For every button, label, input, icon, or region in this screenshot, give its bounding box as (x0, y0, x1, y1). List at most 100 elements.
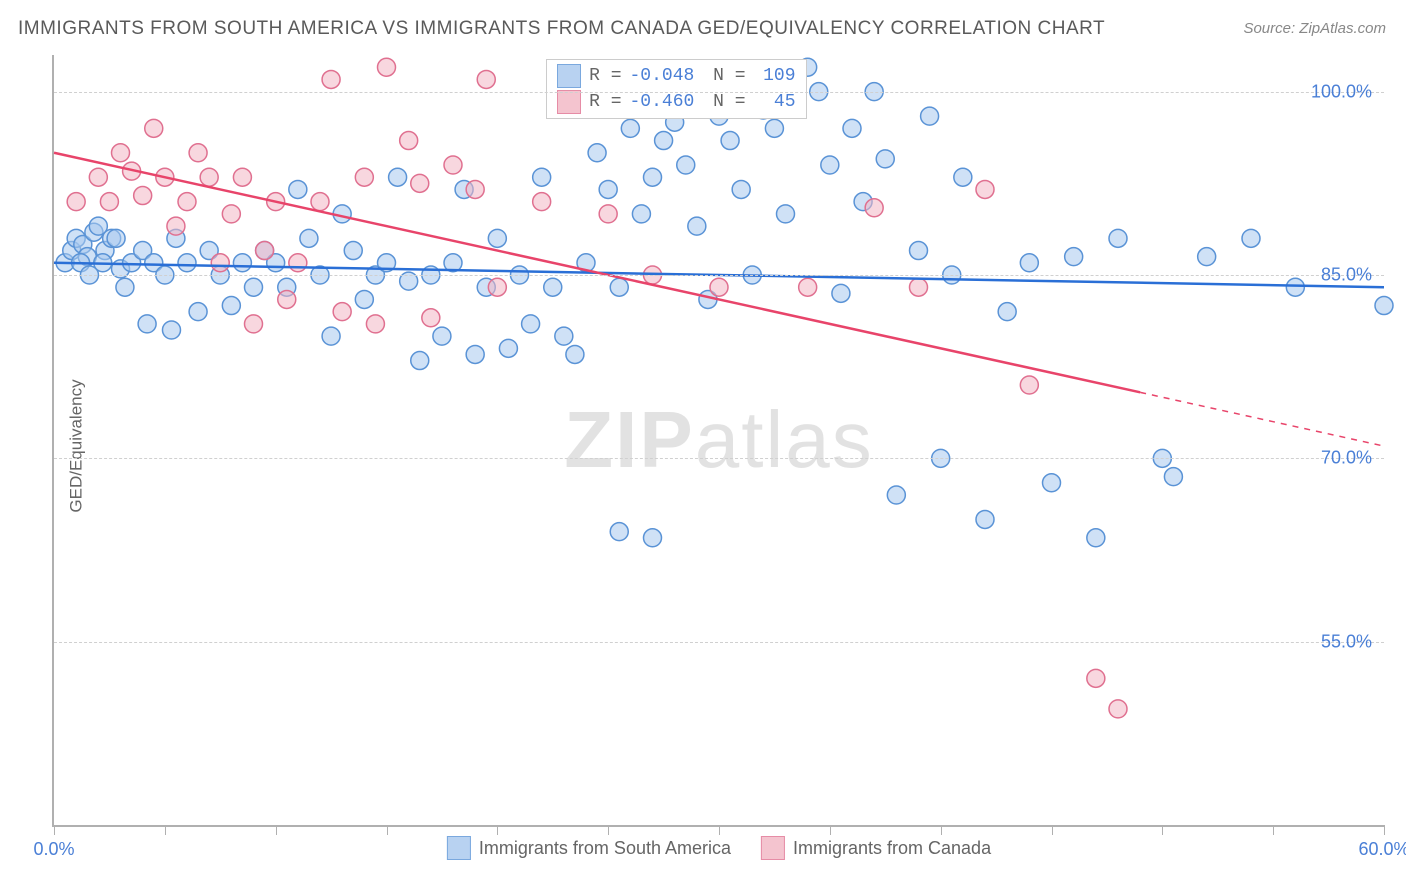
y-tick-label: 85.0% (1321, 265, 1372, 286)
data-point (1020, 376, 1038, 394)
data-point (566, 345, 584, 363)
grid-line (54, 275, 1384, 276)
data-point (189, 144, 207, 162)
data-point (67, 193, 85, 211)
series-name: Immigrants from Canada (793, 838, 991, 859)
data-point (976, 180, 994, 198)
data-point (1164, 468, 1182, 486)
data-point (245, 315, 263, 333)
data-point (610, 523, 628, 541)
legend-row: R = -0.460 N = 45 (557, 89, 795, 115)
data-point (555, 327, 573, 345)
data-point (333, 303, 351, 321)
data-point (655, 132, 673, 150)
data-point (544, 278, 562, 296)
data-point (1286, 278, 1304, 296)
series-legend: Immigrants from South America Immigrants… (447, 836, 991, 860)
data-point (488, 229, 506, 247)
data-point (533, 193, 551, 211)
n-label: N = (702, 66, 745, 86)
plot-svg (54, 55, 1384, 825)
data-point (300, 229, 318, 247)
data-point (533, 168, 551, 186)
data-point (522, 315, 540, 333)
x-tick (1162, 825, 1163, 835)
r-value: -0.460 (630, 92, 695, 112)
data-point (134, 187, 152, 205)
data-point (843, 119, 861, 137)
data-point (910, 242, 928, 260)
data-point (311, 193, 329, 211)
scatter-plot-area: ZIPatlas R = -0.048 N = 109 R = -0.460 N… (52, 55, 1384, 827)
data-point (222, 297, 240, 315)
x-tick (941, 825, 942, 835)
data-point (721, 132, 739, 150)
source-attribution: Source: ZipAtlas.com (1243, 20, 1386, 37)
grid-line (54, 92, 1384, 93)
x-tick (276, 825, 277, 835)
data-point (588, 144, 606, 162)
n-value: 45 (754, 92, 796, 112)
data-point (100, 193, 118, 211)
data-point (233, 254, 251, 272)
data-point (433, 327, 451, 345)
data-point (245, 278, 263, 296)
data-point (832, 284, 850, 302)
data-point (200, 168, 218, 186)
r-label: R = (589, 66, 621, 86)
data-point (322, 327, 340, 345)
data-point (1109, 700, 1127, 718)
data-point (116, 278, 134, 296)
data-point (777, 205, 795, 223)
data-point (910, 278, 928, 296)
data-point (256, 242, 274, 260)
data-point (921, 107, 939, 125)
data-point (488, 278, 506, 296)
data-point (162, 321, 180, 339)
data-point (444, 156, 462, 174)
x-tick (1273, 825, 1274, 835)
data-point (976, 510, 994, 528)
data-point (688, 217, 706, 235)
data-point (411, 352, 429, 370)
regression-line-extrapolated (1140, 392, 1384, 446)
data-point (1043, 474, 1061, 492)
data-point (1020, 254, 1038, 272)
data-point (732, 180, 750, 198)
data-point (887, 486, 905, 504)
data-point (599, 205, 617, 223)
legend-item: Immigrants from Canada (761, 836, 991, 860)
data-point (178, 193, 196, 211)
data-point (1109, 229, 1127, 247)
n-value: 109 (754, 66, 796, 86)
data-point (278, 290, 296, 308)
data-point (998, 303, 1016, 321)
data-point (710, 278, 728, 296)
x-tick (387, 825, 388, 835)
y-tick-label: 70.0% (1321, 448, 1372, 469)
legend-item: Immigrants from South America (447, 836, 731, 860)
data-point (366, 315, 384, 333)
grid-line (54, 458, 1384, 459)
legend-swatch (557, 90, 581, 114)
r-value: -0.048 (630, 66, 695, 86)
data-point (1087, 529, 1105, 547)
data-point (677, 156, 695, 174)
data-point (1242, 229, 1260, 247)
x-tick (54, 825, 55, 835)
data-point (289, 180, 307, 198)
data-point (644, 168, 662, 186)
data-point (1087, 669, 1105, 687)
y-tick-label: 55.0% (1321, 631, 1372, 652)
data-point (799, 278, 817, 296)
data-point (1198, 248, 1216, 266)
data-point (821, 156, 839, 174)
y-tick-label: 100.0% (1311, 81, 1372, 102)
data-point (599, 180, 617, 198)
x-tick (1052, 825, 1053, 835)
data-point (411, 174, 429, 192)
correlation-legend: R = -0.048 N = 109 R = -0.460 N = 45 (546, 59, 806, 119)
data-point (167, 217, 185, 235)
data-point (765, 119, 783, 137)
data-point (138, 315, 156, 333)
